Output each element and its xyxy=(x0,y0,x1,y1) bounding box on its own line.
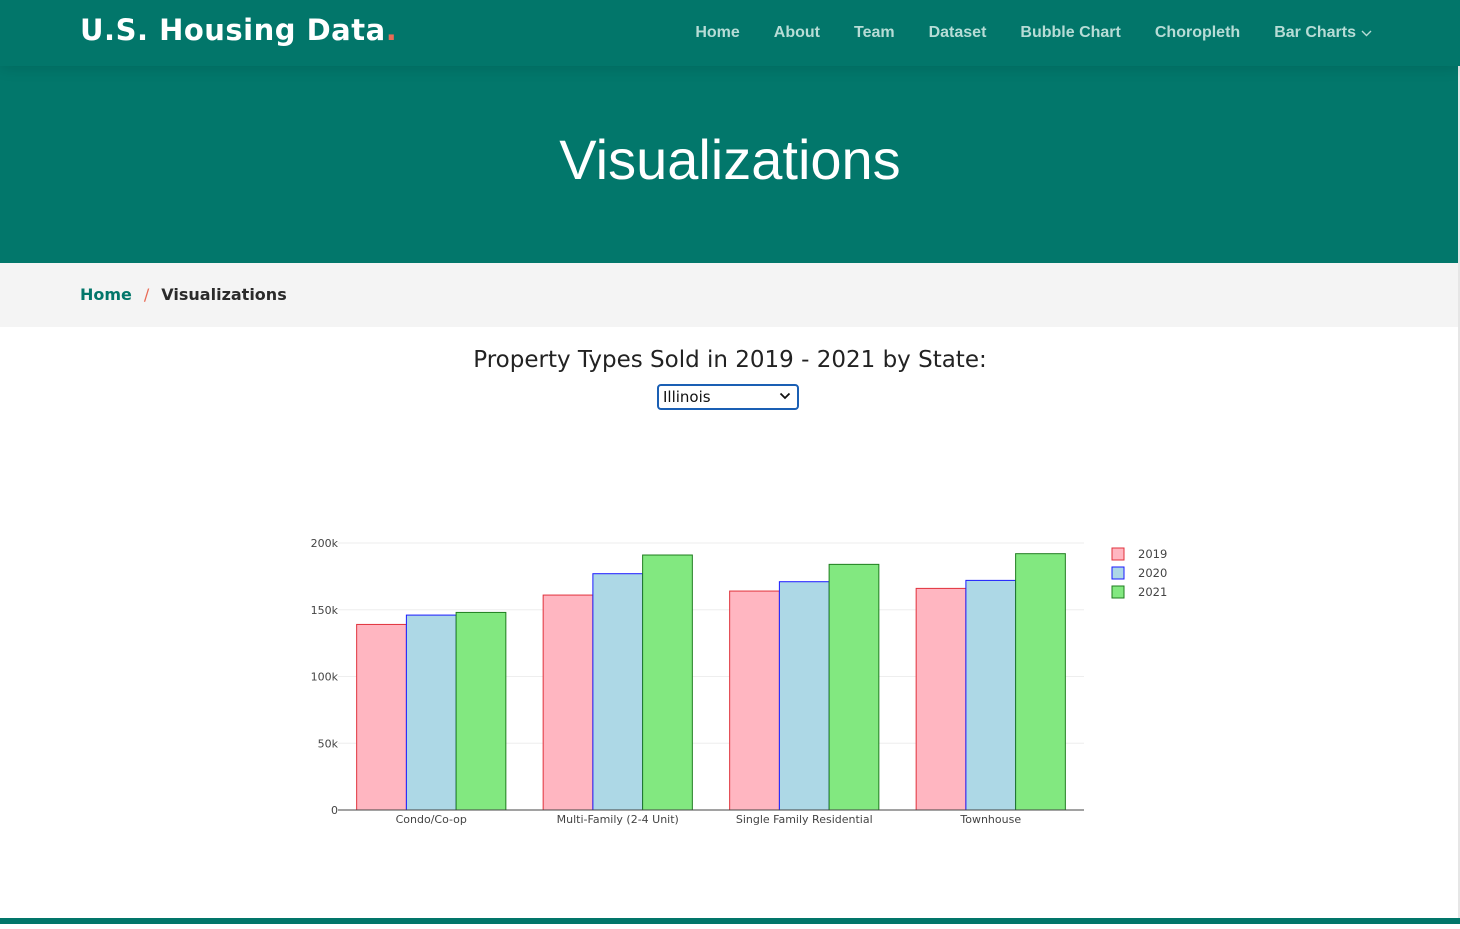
page-edge xyxy=(1458,66,1460,924)
nav-about[interactable]: About xyxy=(773,24,820,41)
bar-2019 xyxy=(542,594,594,811)
bar-2021 xyxy=(828,563,880,811)
legend-swatch-2021 xyxy=(1111,585,1125,599)
hero-banner: Visualizations xyxy=(0,66,1460,263)
bar-2020 xyxy=(965,579,1017,811)
bar-2019 xyxy=(729,590,780,811)
breadcrumb-current: Visualizations xyxy=(161,285,287,304)
x-tick-label: Multi-Family (2-4 Unit) xyxy=(557,813,679,826)
bar-2021 xyxy=(642,554,693,811)
breadcrumb-separator: / xyxy=(143,285,150,304)
legend-swatch-2019 xyxy=(1111,547,1125,561)
bar-2019 xyxy=(356,623,407,811)
breadcrumb-home-link[interactable]: Home xyxy=(80,285,132,304)
y-tick-label: 100k xyxy=(311,671,339,684)
state-select-value: Illinois xyxy=(663,388,711,406)
nav-bubble-chart[interactable]: Bubble Chart xyxy=(1020,24,1121,41)
y-tick-label: 0 xyxy=(331,804,338,817)
breadcrumb: Home / Visualizations xyxy=(0,263,1460,327)
bar-2020 xyxy=(778,581,830,811)
logo-text: U.S. Housing Data xyxy=(80,13,386,47)
nav-dataset[interactable]: Dataset xyxy=(928,24,987,41)
x-tick-label: Condo/Co-op xyxy=(396,813,467,826)
chevron-down-icon xyxy=(1361,30,1372,37)
site-header: U.S. Housing Data. Home About Team Datas… xyxy=(0,0,1460,66)
bar-2020 xyxy=(405,614,457,811)
x-tick-label: Single Family Residential xyxy=(736,813,873,826)
bar-2019 xyxy=(915,587,967,811)
chart-section-title: Property Types Sold in 2019 - 2021 by St… xyxy=(473,347,987,373)
select-chevron-icon xyxy=(779,392,793,402)
legend-label-2019: 2019 xyxy=(1138,547,1167,561)
x-tick-label: Townhouse xyxy=(959,813,1021,826)
nav-choropleth[interactable]: Choropleth xyxy=(1154,24,1241,41)
nav-team[interactable]: Team xyxy=(853,24,895,41)
nav-bar-charts[interactable]: Bar Charts xyxy=(1274,24,1372,42)
footer-bar xyxy=(0,918,1460,924)
bar-2021 xyxy=(455,611,507,811)
bar-2021 xyxy=(1015,553,1066,811)
site-logo[interactable]: U.S. Housing Data. xyxy=(80,13,397,47)
y-tick-label: 50k xyxy=(318,737,339,750)
legend-swatch-2020 xyxy=(1111,566,1125,580)
main-nav: Home About Team Dataset Bubble Chart Cho… xyxy=(661,0,1372,66)
bar-2020 xyxy=(592,573,644,811)
page-title: Visualizations xyxy=(559,128,901,191)
nav-bar-charts-label: Bar Charts xyxy=(1274,24,1356,41)
logo-dot: . xyxy=(385,13,398,47)
y-tick-label: 150k xyxy=(311,604,339,617)
y-tick-label: 200k xyxy=(311,537,339,550)
nav-home[interactable]: Home xyxy=(695,24,740,41)
legend-label-2020: 2020 xyxy=(1138,566,1167,580)
state-select[interactable]: Illinois xyxy=(657,384,799,410)
legend-label-2021: 2021 xyxy=(1138,585,1167,599)
